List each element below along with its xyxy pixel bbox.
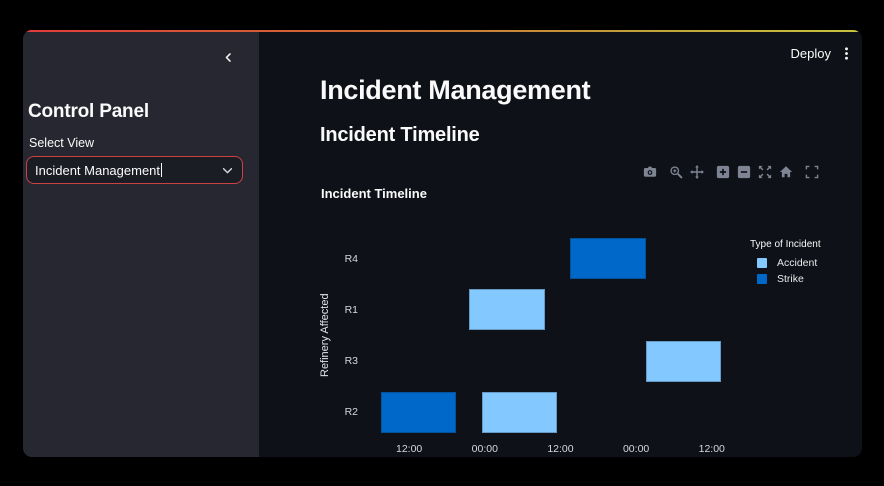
chevron-left-icon <box>223 51 234 66</box>
camera-icon <box>643 165 657 179</box>
chart-title: Incident Timeline <box>321 186 427 201</box>
incident-timeline-chart: Incident Timeline Refinery Affected R4 R1… <box>319 162 836 457</box>
sidebar-title: Control Panel <box>28 101 149 122</box>
camera-button[interactable] <box>642 164 658 180</box>
x-tick-label: 00:00 <box>622 443 650 455</box>
pan-icon <box>690 165 704 179</box>
decoration-bar <box>23 30 862 32</box>
chart-legend: Type of Incident Accident Strike <box>750 239 836 287</box>
x-tick-label: 00:00 <box>471 443 498 455</box>
zoom-in-button[interactable] <box>715 164 731 180</box>
sidebar-collapse-button[interactable] <box>217 47 239 69</box>
y-axis-tick-labels: R4 R1 R3 R2 <box>334 233 358 438</box>
select-view-value: Incident Management <box>35 162 161 178</box>
deploy-button[interactable]: Deploy <box>790 46 831 61</box>
x-tick-label: 12:00 <box>698 443 725 455</box>
x-tick-label: 12:00 <box>547 443 574 455</box>
reset-axes-icon <box>779 165 793 179</box>
x-tick-label: 12:00 <box>395 443 423 455</box>
sidebar: Control Panel Select View Incident Manag… <box>23 30 259 457</box>
select-view-combobox[interactable]: Incident Management <box>26 156 243 184</box>
chevron-down-icon <box>221 164 234 177</box>
y-axis-title: Refinery Affected <box>319 293 331 378</box>
timeline-bar-accident-r1[interactable] <box>469 289 545 331</box>
timeline-bar-strike-r2[interactable] <box>380 391 457 433</box>
text-cursor <box>161 163 163 177</box>
zoom-button[interactable] <box>668 164 684 180</box>
pan-button[interactable] <box>689 164 705 180</box>
main-area: Deploy Incident Management Incident Time… <box>259 32 862 457</box>
legend-item-strike[interactable]: Strike <box>757 271 836 287</box>
timeline-bar-strike-r4[interactable] <box>569 238 646 280</box>
autoscale-button[interactable] <box>757 164 773 180</box>
legend-title: Type of Incident <box>750 239 821 250</box>
page-title: Incident Management <box>320 75 591 105</box>
y-tick-label: R1 <box>344 303 358 316</box>
timeline-bar-accident-r3[interactable] <box>645 340 722 382</box>
zoom-out-icon <box>737 165 751 179</box>
timeline-bar-accident-r2[interactable] <box>481 391 558 433</box>
y-tick-label: R4 <box>344 252 358 265</box>
section-title: Incident Timeline <box>320 124 480 146</box>
zoom-icon <box>669 165 683 179</box>
fullscreen-button[interactable] <box>804 164 820 180</box>
kebab-menu-icon <box>839 46 854 64</box>
y-tick-label: R2 <box>344 406 358 419</box>
legend-label: Strike <box>777 273 804 285</box>
plot-area <box>365 233 737 438</box>
reset-axes-button[interactable] <box>778 164 794 180</box>
overflow-menu-button[interactable] <box>836 45 856 65</box>
legend-swatch <box>757 258 767 268</box>
legend-item-accident[interactable]: Accident <box>757 255 836 271</box>
app-window: Control Panel Select View Incident Manag… <box>23 30 862 457</box>
y-tick-label: R3 <box>344 355 358 368</box>
autoscale-icon <box>758 165 772 179</box>
zoom-out-button[interactable] <box>736 164 752 180</box>
zoom-in-icon <box>716 165 730 179</box>
select-view-label: Select View <box>29 136 95 150</box>
x-axis-tick-labels: 12:00 00:00 12:00 00:00 12:00 <box>365 443 737 457</box>
plotly-modebar <box>642 164 820 180</box>
legend-swatch <box>757 274 767 284</box>
fullscreen-icon <box>805 165 819 179</box>
legend-label: Accident <box>777 257 818 269</box>
